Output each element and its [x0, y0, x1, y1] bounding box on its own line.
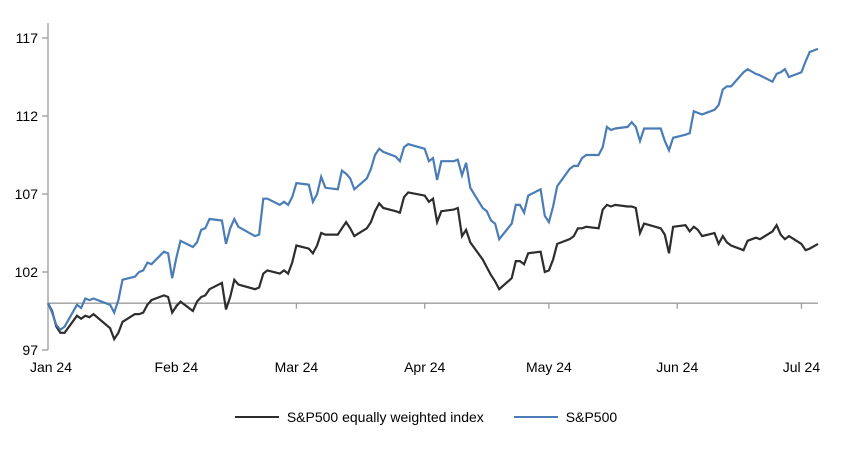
series-layer [46, 47, 819, 342]
x-tick-label-jun-24: Jun 24 [656, 359, 698, 375]
y-tick-label-102: 102 [15, 264, 39, 280]
legend-line-swatch-sp500 [513, 416, 558, 418]
legend-item-sp500: S&P500 [513, 409, 618, 425]
series-line-equal-weight [47, 191, 819, 342]
y-tick-label-117: 117 [16, 30, 39, 46]
chart-legend: S&P500 equally weighted index S&P500 [0, 409, 852, 425]
x-tick-label-mar-24: Mar 24 [275, 359, 319, 375]
legend-label-sp500: S&P500 [565, 409, 618, 425]
x-tick-label-jul-24: Jul 24 [783, 359, 821, 375]
series-line-sp500 [46, 47, 819, 332]
y-tick-label-107: 107 [15, 186, 39, 202]
legend-line-swatch-equal-weight [234, 416, 279, 418]
y-tick-label-97: 97 [22, 342, 38, 358]
legend-label-equal-weight: S&P500 equally weighted index [286, 409, 484, 425]
y-tick-label-112: 112 [16, 108, 39, 124]
x-tick-label-apr-24: Apr 24 [404, 359, 445, 375]
axes-layer: 97 102 107 112 117 Jan 24 Feb 24 Mar 24 Apr 24 Ma… [15, 23, 821, 375]
x-tick-label-jan-24: Jan 24 [30, 359, 72, 375]
x-tick-label-may-24: May 24 [526, 359, 572, 375]
legend-item-equal-weight: S&P500 equally weighted index [234, 409, 484, 425]
x-tick-label-feb-24: Feb 24 [155, 359, 199, 375]
